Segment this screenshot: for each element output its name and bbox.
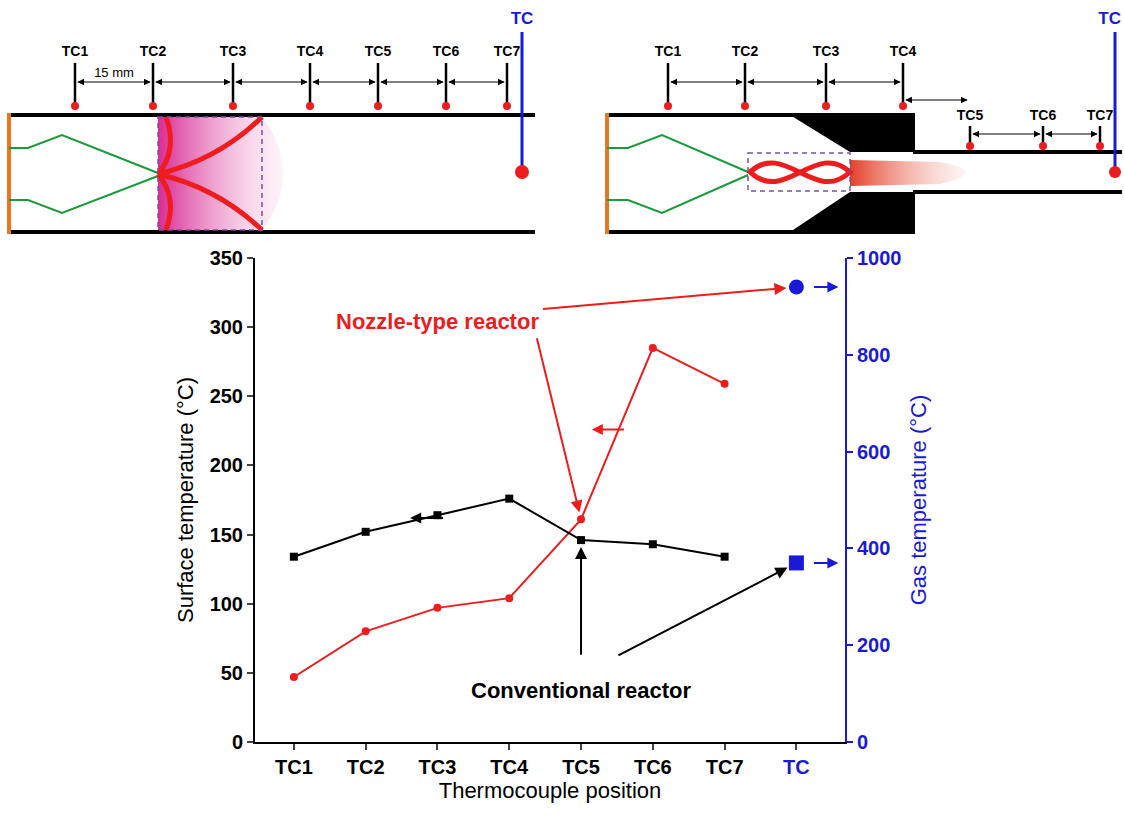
svg-text:TC6: TC6: [634, 756, 672, 778]
svg-text:0: 0: [232, 731, 243, 753]
svg-text:TC7: TC7: [1087, 107, 1114, 123]
svg-text:100: 100: [210, 593, 243, 615]
svg-text:TC1: TC1: [655, 43, 682, 59]
svg-text:TC6: TC6: [433, 43, 460, 59]
svg-text:800: 800: [857, 344, 890, 366]
svg-text:600: 600: [857, 441, 890, 463]
svg-text:Conventional reactor: Conventional reactor: [471, 678, 691, 703]
svg-text:350: 350: [210, 247, 243, 269]
svg-text:400: 400: [857, 537, 890, 559]
svg-text:50: 50: [221, 662, 243, 684]
svg-text:TC6: TC6: [1030, 107, 1057, 123]
svg-text:200: 200: [857, 634, 890, 656]
svg-text:TC: TC: [1098, 9, 1121, 28]
svg-text:TC1: TC1: [275, 756, 313, 778]
svg-text:15 mm: 15 mm: [94, 65, 134, 80]
svg-text:TC5: TC5: [562, 756, 600, 778]
svg-text:TC4: TC4: [297, 43, 324, 59]
svg-text:TC1: TC1: [62, 43, 89, 59]
svg-text:200: 200: [210, 454, 243, 476]
svg-text:1000: 1000: [857, 247, 902, 269]
svg-text:TC5: TC5: [957, 107, 984, 123]
svg-text:TC5: TC5: [365, 43, 392, 59]
svg-text:TC4: TC4: [490, 756, 529, 778]
svg-text:150: 150: [210, 524, 243, 546]
svg-text:TC7: TC7: [706, 756, 744, 778]
svg-text:TC7: TC7: [494, 43, 521, 59]
svg-text:Nozzle-type reactor: Nozzle-type reactor: [336, 309, 539, 334]
svg-text:TC2: TC2: [732, 43, 759, 59]
svg-text:TC4: TC4: [890, 43, 917, 59]
svg-text:TC2: TC2: [347, 756, 385, 778]
svg-text:0: 0: [857, 731, 868, 753]
svg-text:Thermocouple position: Thermocouple position: [439, 778, 662, 803]
svg-text:TC3: TC3: [813, 43, 840, 59]
svg-text:Gas temperature (°C): Gas temperature (°C): [906, 395, 931, 606]
svg-text:300: 300: [210, 316, 243, 338]
svg-text:TC2: TC2: [140, 43, 167, 59]
svg-text:TC: TC: [783, 756, 810, 778]
svg-text:TC3: TC3: [220, 43, 247, 59]
svg-text:Surface temperature (°C): Surface temperature (°C): [173, 377, 198, 623]
svg-text:250: 250: [210, 385, 243, 407]
svg-text:TC3: TC3: [419, 756, 457, 778]
svg-text:TC: TC: [511, 9, 534, 28]
